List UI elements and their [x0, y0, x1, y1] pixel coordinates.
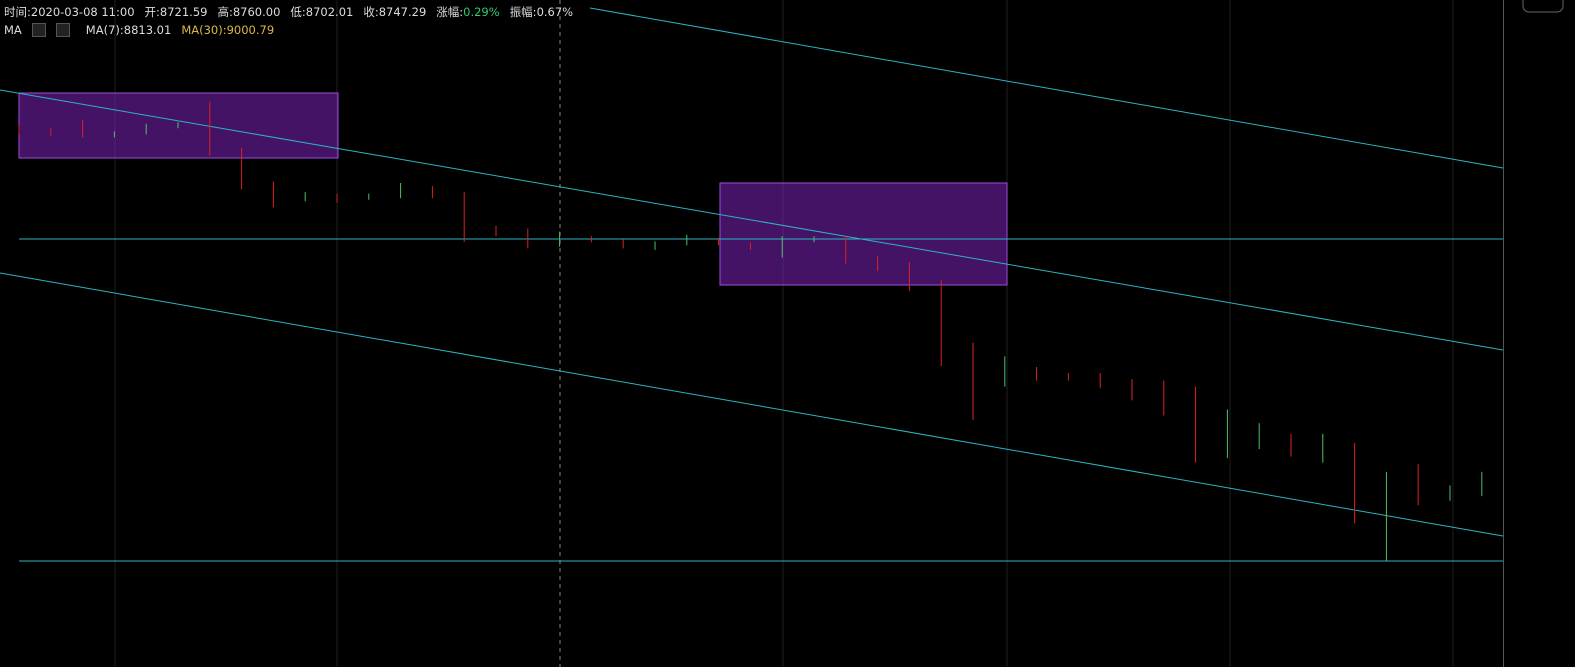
open: 开:8721.59 [145, 4, 208, 20]
close: 收:8747.29 [363, 4, 426, 20]
header: 时间:2020-03-08 11:00 开:8721.59 高:8760.00 … [4, 4, 573, 20]
close-icon[interactable] [55, 23, 70, 37]
trend-line [0, 272, 1504, 537]
ma-label: MA [4, 23, 22, 37]
value: 8747.29 [378, 5, 427, 19]
value: 8702.01 [305, 5, 354, 19]
time: 时间:2020-03-08 11:00 [4, 4, 135, 20]
label: 时间: [4, 5, 31, 19]
label: 开: [144, 5, 160, 19]
value: 0.29% [463, 5, 500, 19]
trend-line [589, 7, 1504, 169]
label: 振幅: [509, 5, 537, 19]
zone-box [719, 182, 1008, 286]
label: 高: [217, 5, 233, 19]
amplitude: 振幅:0.67% [510, 4, 573, 20]
label: 涨幅: [436, 5, 464, 19]
high: 高:8760.00 [217, 4, 280, 20]
trend-line [0, 89, 1504, 351]
axis-bg [1504, 0, 1575, 667]
change: 涨幅:0.29% [436, 4, 499, 20]
value: 8721.59 [159, 5, 208, 19]
ma-legend: MA MA(7):8813.01 MA(30):9000.79 [4, 23, 274, 37]
menu-button[interactable] [1522, 0, 1564, 13]
value: 8760.00 [232, 5, 281, 19]
settings-icon[interactable] [31, 23, 46, 37]
label: 收: [363, 5, 379, 19]
value: 2020-03-08 11:00 [30, 5, 135, 19]
low: 低:8702.01 [290, 4, 353, 20]
legend-entry: MA(30):9000.79 [181, 23, 275, 37]
value: 0.67% [536, 5, 574, 19]
legend-entry: MA(7):8813.01 [85, 23, 172, 37]
label: 低: [290, 5, 306, 19]
